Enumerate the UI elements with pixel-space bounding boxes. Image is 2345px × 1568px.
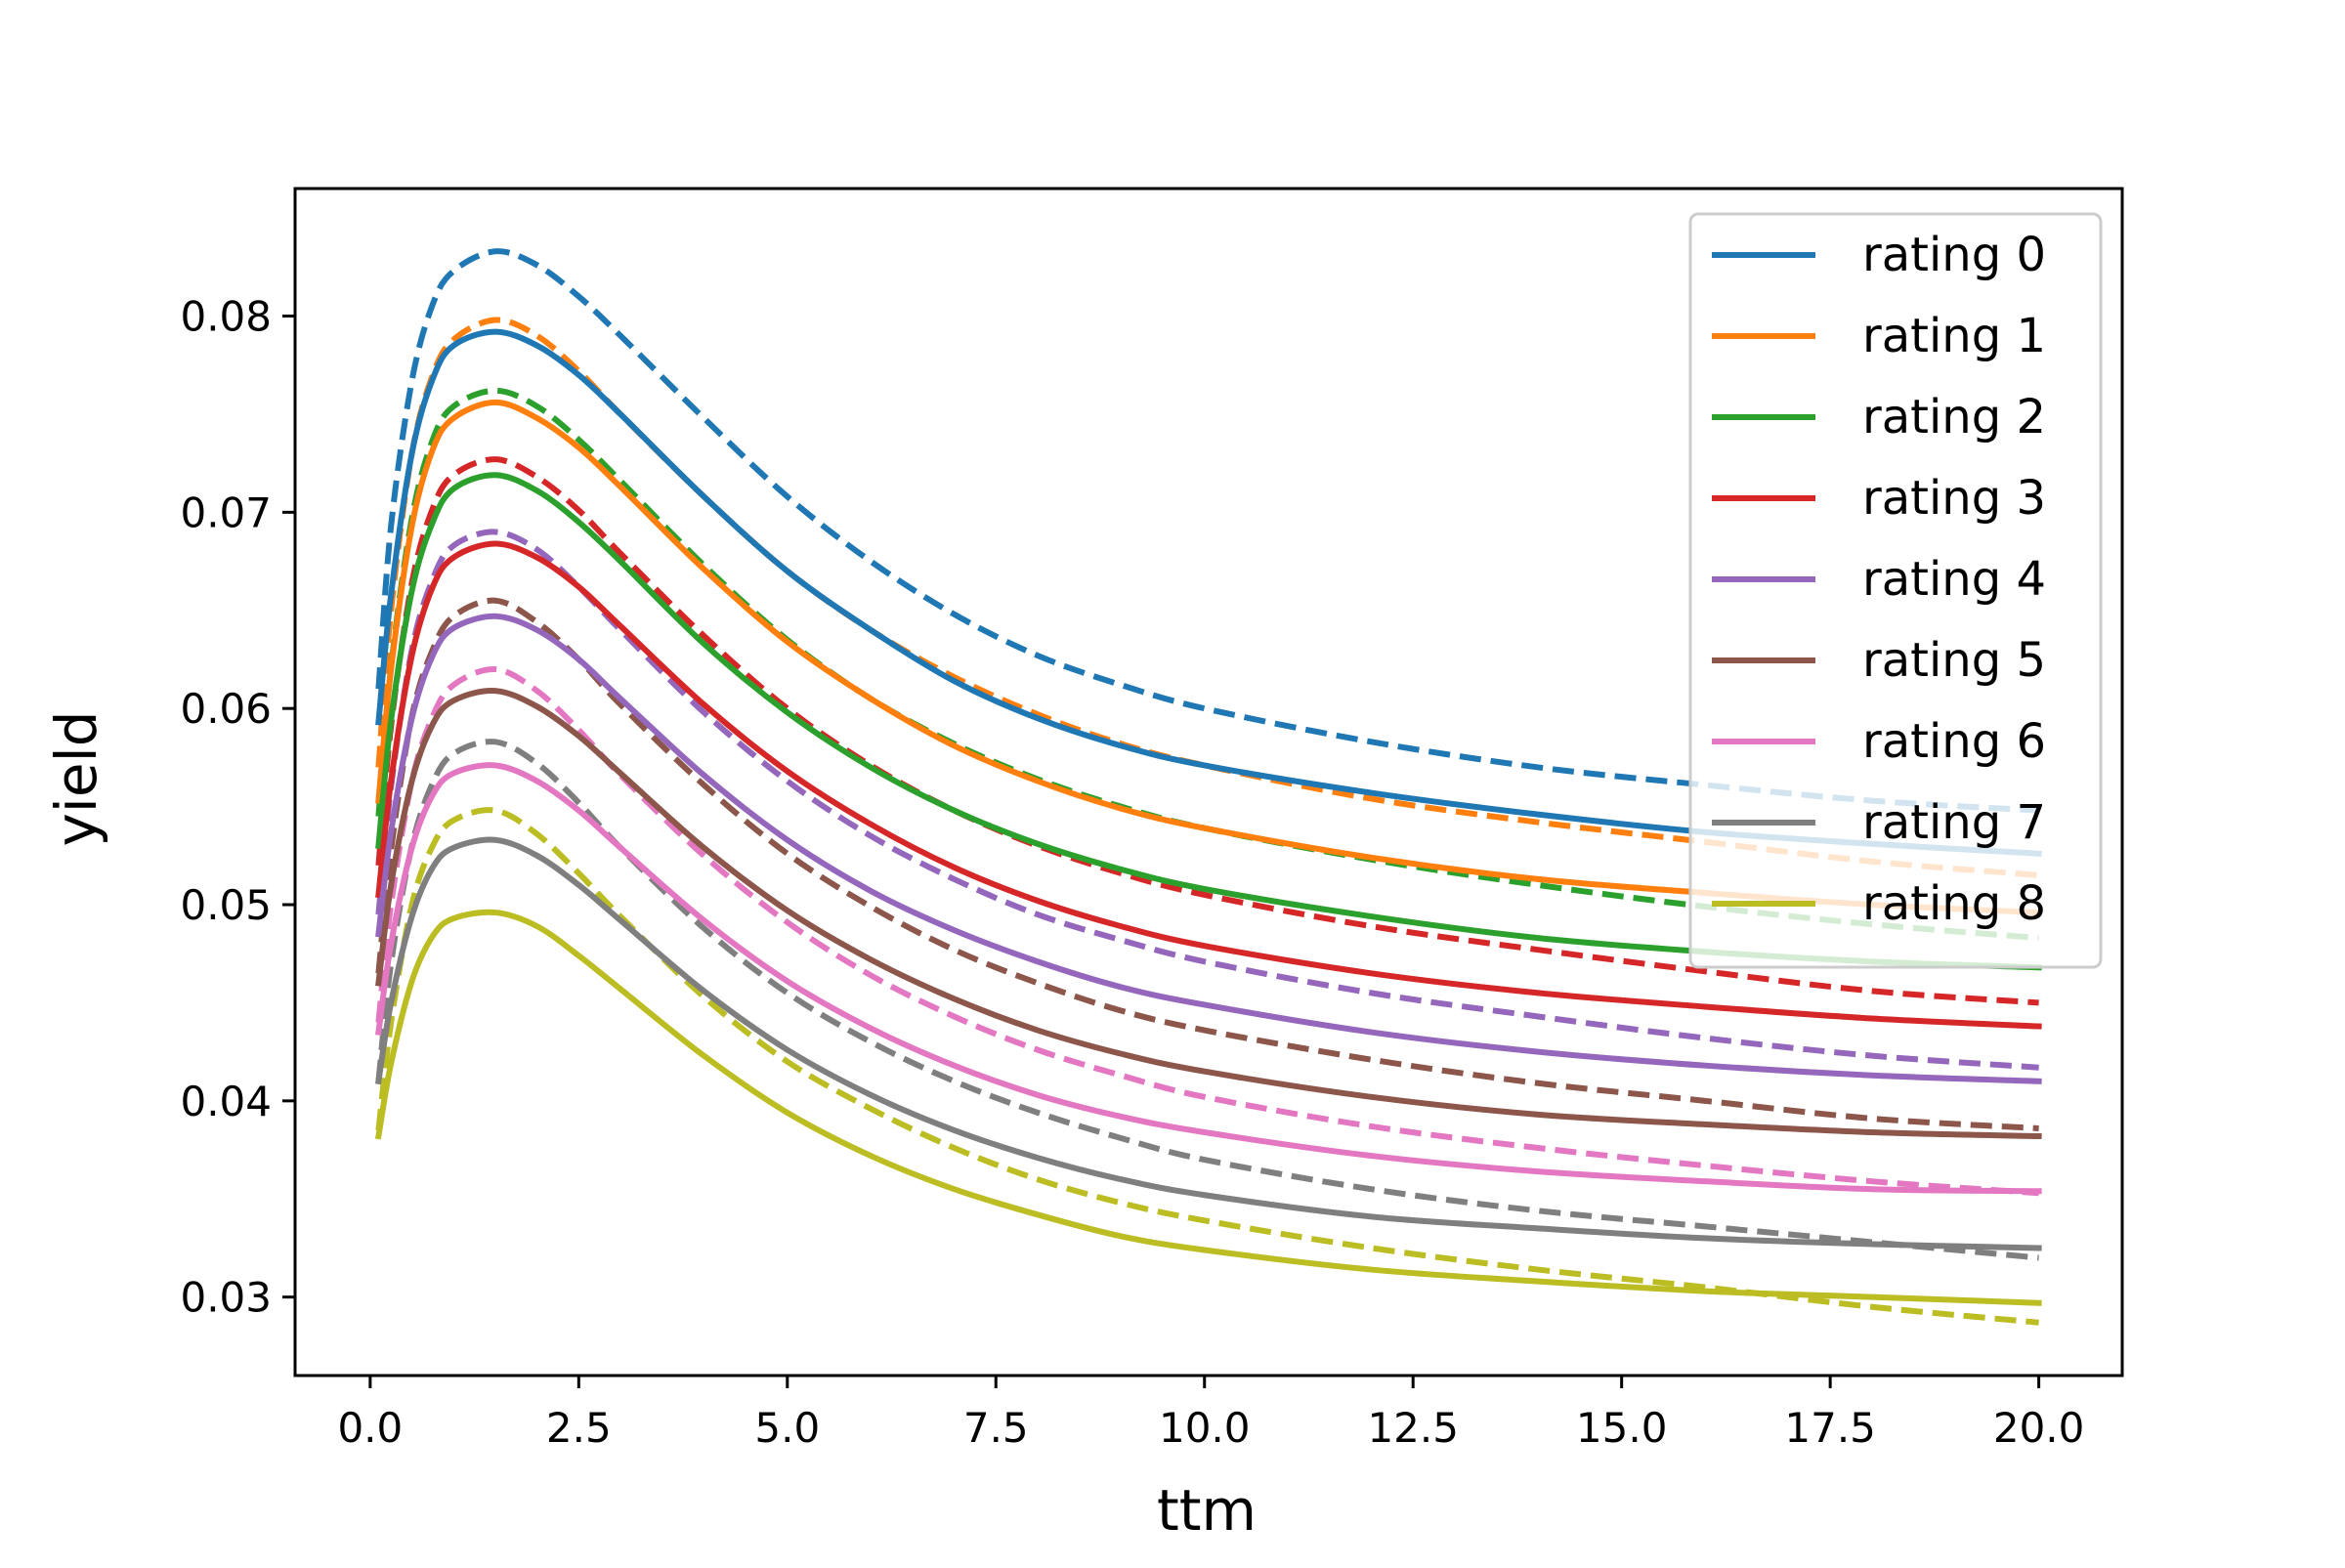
- x-tick-label: 12.5: [1367, 1404, 1459, 1452]
- series-rating-6-dashed-line: [375, 666, 2039, 1197]
- series-group: [374, 248, 2042, 1326]
- legend-box: [1688, 212, 2103, 969]
- legend-label-rating-1: rating 1: [1862, 309, 2046, 363]
- series-rating-4-solid-line: [375, 613, 2042, 1084]
- legend-label-rating-3: rating 3: [1862, 471, 2046, 526]
- axes-layer: 0.0 2.5 5.0 7.5 10.0 12.5 15.0 17.5 20.0 0.03 0.04…: [180, 187, 2124, 1452]
- plot-frame: [293, 187, 2124, 1377]
- legend-label-rating-4: rating 4: [1862, 552, 2046, 607]
- plot-layer: [374, 248, 2042, 1326]
- series-rating-6-solid-line: [374, 762, 2042, 1195]
- y-tick-label: 0.04: [180, 1078, 272, 1125]
- series-rating-5-solid-line: [375, 688, 2042, 1140]
- series-rating-1-solid-line: [375, 399, 2042, 916]
- x-tick-label: 10.0: [1159, 1404, 1251, 1452]
- x-tick-label: 17.5: [1784, 1404, 1876, 1452]
- legend-label-rating-0: rating 0: [1862, 228, 2046, 282]
- series-rating-5-dashed-line: [375, 597, 2039, 1131]
- legend-label-rating-7: rating 7: [1862, 795, 2046, 850]
- x-tick-label: 2.5: [546, 1404, 612, 1452]
- x-tick-label: 0.0: [337, 1404, 403, 1452]
- series-rating-7-solid-line: [374, 836, 2042, 1251]
- legend-label-rating-5: rating 5: [1862, 633, 2046, 688]
- legend-label-rating-8: rating 8: [1862, 876, 2046, 931]
- x-axis-label: ttm: [1157, 1477, 1257, 1544]
- y-tick-label: 0.03: [180, 1274, 272, 1322]
- x-tick-label: 5.0: [754, 1404, 820, 1452]
- series-rating-7-dashed-line: [375, 739, 2039, 1261]
- y-tick-label: 0.06: [180, 685, 272, 733]
- legend-label-rating-2: rating 2: [1862, 390, 2046, 445]
- legend: rating 0 rating 1 rating 2 rating 3 rating 4…: [1688, 212, 2103, 969]
- series-rating-8-solid-line: [374, 909, 2042, 1306]
- x-tick-label: 7.5: [963, 1404, 1029, 1452]
- x-tick-label: 15.0: [1576, 1404, 1668, 1452]
- series-rating-3-solid-line: [375, 540, 2042, 1030]
- series-rating-0-dashed-line: [375, 248, 2039, 814]
- series-rating-8-dashed-line: [375, 807, 2039, 1326]
- y-axis-label: yield: [43, 710, 109, 846]
- y-tick-label: 0.07: [180, 488, 272, 536]
- x-tick-label: 20.0: [1993, 1404, 2085, 1452]
- series-rating-0-solid-line: [375, 328, 2042, 857]
- series-rating-4-dashed-line: [375, 529, 2039, 1071]
- legend-label-rating-6: rating 6: [1862, 714, 2046, 769]
- series-rating-2-solid-line: [375, 472, 2042, 971]
- y-tick-label: 0.08: [180, 293, 272, 341]
- y-tick-label: 0.05: [180, 881, 272, 929]
